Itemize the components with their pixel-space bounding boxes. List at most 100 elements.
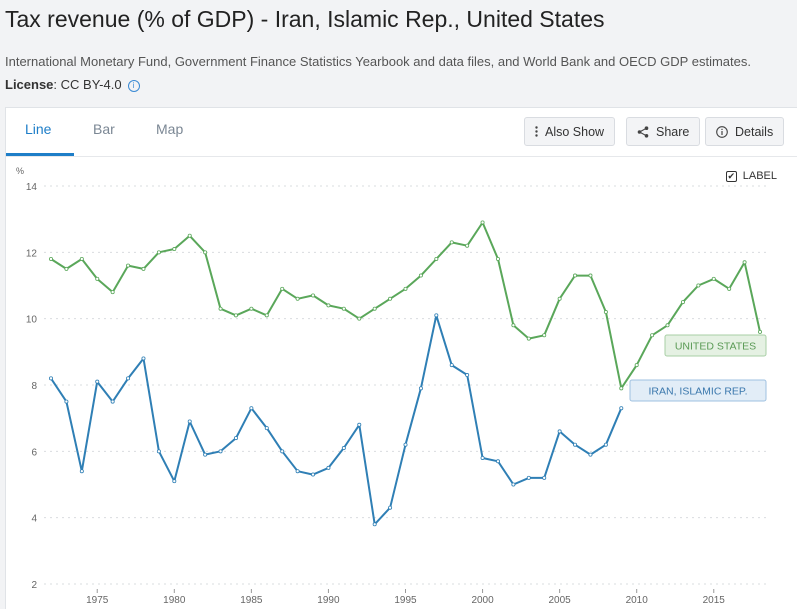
x-tick-label: 1995 [394,595,417,606]
data-point-us [295,296,300,301]
data-point-us [465,243,470,248]
data-point-iran [233,436,238,441]
data-point-iran [326,465,331,470]
data-point-us [665,323,670,328]
data-point-us [434,256,439,261]
y-tick-label: 12 [26,248,38,259]
data-point-us [79,256,84,261]
data-point-iran [295,469,300,474]
data-point-iran [557,429,562,434]
data-point-us [650,333,655,338]
also-show-label: Also Show [545,124,605,139]
y-tick-label: 6 [31,447,37,458]
data-point-us [634,363,639,368]
more-vertical-icon [535,126,538,137]
data-point-us [172,247,177,252]
label-toggle[interactable]: ✔ LABEL [725,170,777,182]
tab-map[interactable]: Map [156,121,184,137]
share-button[interactable]: Share [626,117,701,146]
data-point-us [264,313,269,318]
tab-bar[interactable]: Bar [93,121,115,137]
data-point-iran [203,452,208,457]
data-point-us [141,266,146,271]
label-checkbox[interactable]: ✔ [725,170,737,182]
data-point-iran [126,376,131,381]
data-point-iran [264,426,269,431]
details-button[interactable]: Details [705,117,785,146]
series-label-box-iran [629,379,767,402]
data-point-us [758,329,763,334]
data-point-us [388,296,393,301]
data-point-us [557,296,562,301]
chart-tabs: Line Bar Map Also Show Share Details [6,108,797,157]
data-point-iran [573,442,578,447]
y-tick-label: 14 [26,182,38,193]
data-point-us [110,290,115,295]
data-point-iran [403,442,408,447]
share-icon [637,125,649,138]
license-line: License: CC BY-4.0 i [5,77,140,92]
data-point-us [249,306,254,311]
data-point-iran [110,399,115,404]
data-point-iran [511,482,516,487]
data-point-us [187,233,192,238]
data-point-us [203,250,208,255]
data-point-us [742,260,747,265]
series-label-iran: IRAN, ISLAMIC REP. [648,386,747,398]
data-point-iran [218,449,223,454]
info-icon[interactable]: i [127,80,140,92]
data-point-iran [619,406,624,411]
x-tick-label: 2010 [626,595,649,606]
page-title: Tax revenue (% of GDP) - Iran, Islamic R… [5,6,605,32]
also-show-button[interactable]: Also Show [524,117,616,146]
data-point-iran [372,522,377,527]
chart-panel: Line Bar Map Also Show Share Details ✔ L… [5,107,797,609]
data-point-us [357,316,362,321]
share-label: Share [656,124,690,139]
license-value: : CC BY-4.0 [53,77,122,92]
series-label-box-us [664,334,767,357]
x-tick-label: 1980 [163,595,186,606]
data-point-iran [480,455,485,460]
data-point-iran [341,446,346,451]
tab-line[interactable]: Line [25,121,52,137]
info-circle-icon [716,125,728,138]
data-point-us [449,240,454,245]
data-point-us [372,306,377,311]
data-point-iran [357,422,362,427]
data-point-iran [95,379,100,384]
series-line-iran [50,314,623,526]
source-note: International Monetary Fund, Government … [5,54,751,69]
data-point-us [542,333,547,338]
data-point-us [588,273,593,278]
license-label: License [5,77,54,92]
label-toggle-text: LABEL [742,170,777,182]
data-point-us [495,256,500,261]
data-point-us [403,286,408,291]
x-tick-label: 2015 [703,595,726,606]
data-point-us [218,306,223,311]
data-point-iran [495,459,500,464]
data-point-iran [79,469,84,474]
data-point-iran [388,505,393,510]
data-point-us [480,220,485,225]
data-point-us [619,386,624,391]
data-point-iran [172,479,177,484]
y-tick-label: 10 [26,315,38,326]
data-point-us [49,256,54,261]
x-tick-label: 1975 [86,595,109,606]
data-point-us [156,250,161,255]
data-point-iran [64,399,69,404]
data-point-iran [311,472,316,477]
data-point-iran [156,449,161,454]
data-point-iran [542,475,547,480]
data-point-us [280,286,285,291]
data-point-iran [187,419,192,424]
data-point-us [727,286,732,291]
x-tick-label: 2005 [549,595,572,606]
data-point-iran [280,449,285,454]
data-point-iran [249,406,254,411]
data-point-us [418,273,423,278]
series-line-us [50,221,761,390]
